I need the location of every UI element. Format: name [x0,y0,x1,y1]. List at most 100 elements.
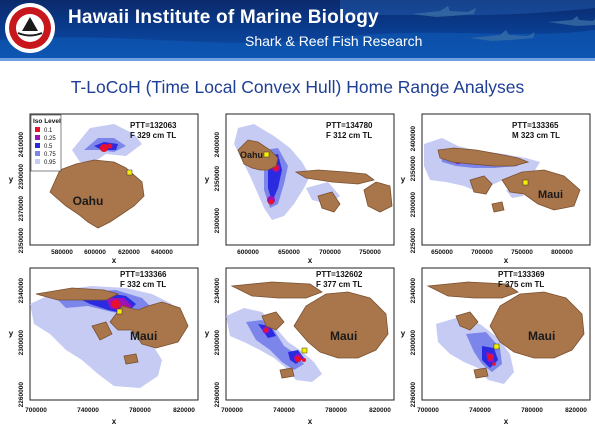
x-tick-3: 780000 [521,407,543,414]
island-kahoolawe [491,201,505,213]
y-axis-label: y [401,329,406,338]
y-tick-2: 2300000 [18,330,25,356]
x-tick-2: 700000 [471,249,493,256]
island-maui [489,291,585,359]
island-molokai [230,281,323,299]
y-tick-3: 2260000 [214,382,221,408]
chart-panel-5: Maui PTT=132602 F 377 cm TL 2340000 2300… [198,264,398,426]
x-axis-label: x [504,256,509,265]
x-tick-2: 650000 [278,249,300,256]
x-tick-2: 600000 [84,249,106,256]
y-tick-3: 2260000 [18,382,25,408]
y-tick-1: 2340000 [410,278,417,304]
island-kahoolawe [473,367,489,379]
x-tick-1: 700000 [417,407,439,414]
island-label: Maui [528,329,555,343]
shark-info: M 323 cm TL [512,131,560,140]
y-tick-3: 2300000 [214,208,221,234]
iso-0.1-region [264,328,306,362]
legend-label-4: 0.75 [44,152,56,158]
x-tick-2: 740000 [273,407,295,414]
ptt-id: PTT=133366 [120,270,167,279]
island-lanai [469,175,493,195]
tag-location-marker [126,169,133,176]
legend-label-3: 0.5 [44,144,53,150]
x-tick-1: 700000 [221,407,243,414]
x-tick-4: 820000 [173,407,195,414]
legend-title: Iso Level [33,118,61,125]
chart-3-svg: Maui PTT=133365 M 323 cm TL 2400000 2350… [401,113,591,265]
x-axis-label: x [112,417,117,426]
x-tick-4: 640000 [151,249,173,256]
iso-0.1-region [487,354,496,366]
island-kahoolawe [279,367,295,379]
legend-swatch-5 [35,159,40,164]
header-title: Hawaii Institute of Marine Biology [68,7,379,28]
island-label: Maui [538,189,563,201]
x-tick-1: 650000 [431,249,453,256]
chart-4-svg: Maui PTT=133366 F 332 cm TL 2340000 2300… [9,267,199,426]
island-molokai [426,281,519,299]
tag-location-marker [263,151,270,158]
island-molokai [437,147,530,167]
x-tick-2: 740000 [77,407,99,414]
tag-location-marker [301,347,308,354]
y-tick-2: 2300000 [214,330,221,356]
shark-info: F 332 cm TL [120,280,166,289]
y-tick-2: 2390000 [18,164,25,190]
y-tick-4: 2250000 [410,228,417,254]
chart-2-svg: Oahu PTT=134780 F 312 cm TL 2400000 2350… [205,113,395,265]
island-oahu [49,159,145,229]
y-tick-1: 2410000 [18,132,25,158]
legend-label-2: 0.25 [44,136,56,142]
x-tick-1: 600000 [237,249,259,256]
shark-info: F 375 cm TL [498,280,544,289]
y-tick-1: 2340000 [18,278,25,304]
y-tick-1: 2400000 [214,132,221,158]
x-axis-label: x [308,417,313,426]
island-kahoolawe [123,353,139,365]
island-label: Maui [130,329,157,343]
island-lanai [317,191,341,213]
island-lanai [261,311,285,331]
chart-panel-6: Maui PTT=133369 F 375 cm TL 2340000 2300… [394,264,594,426]
y-axis-label: y [205,175,210,184]
x-axis-label: x [504,417,509,426]
x-tick-4: 820000 [565,407,587,414]
x-axis-label: x [308,256,313,265]
shark-info: F 329 cm TL [130,131,176,140]
island-oahu [237,139,279,171]
site-header: Hawaii Institute of Marine Biology Shark… [0,0,595,58]
x-tick-4: 820000 [369,407,391,414]
shark-info: F 312 cm TL [326,131,372,140]
x-tick-3: 700000 [319,249,341,256]
x-tick-3: 620000 [118,249,140,256]
y-axis-label: y [9,175,14,184]
y-tick-4: 2350000 [18,228,25,254]
page-title: T-LoCoH (Time Local Convex Hull) Home Ra… [70,77,525,97]
y-tick-2: 2350000 [214,166,221,192]
tag-location-marker [493,343,500,350]
ptt-id: PTT=132063 [130,121,177,130]
island-maui [501,169,581,211]
legend: Iso Level 0.1 0.25 0.5 0.75 0.95 [30,114,62,172]
ptt-id: PTT=133365 [512,121,559,130]
x-tick-2: 740000 [469,407,491,414]
y-tick-3: 2260000 [410,382,417,408]
island-label: Maui [330,329,357,343]
shark-info: F 377 cm TL [316,280,362,289]
island-lanai [91,321,113,341]
header-background [0,0,595,58]
himb-logo [5,3,55,53]
y-axis-label: y [9,329,14,338]
x-tick-1: 580000 [51,249,73,256]
legend-swatch-2 [35,135,40,140]
legend-swatch-1 [35,127,40,132]
island-maui [293,291,389,359]
y-tick-1: 2400000 [410,126,417,152]
island-maui [363,181,393,213]
island-molokai [35,287,120,301]
y-tick-2: 2300000 [410,330,417,356]
island-label: Oahu [73,194,104,208]
x-axis-label: x [112,256,117,265]
